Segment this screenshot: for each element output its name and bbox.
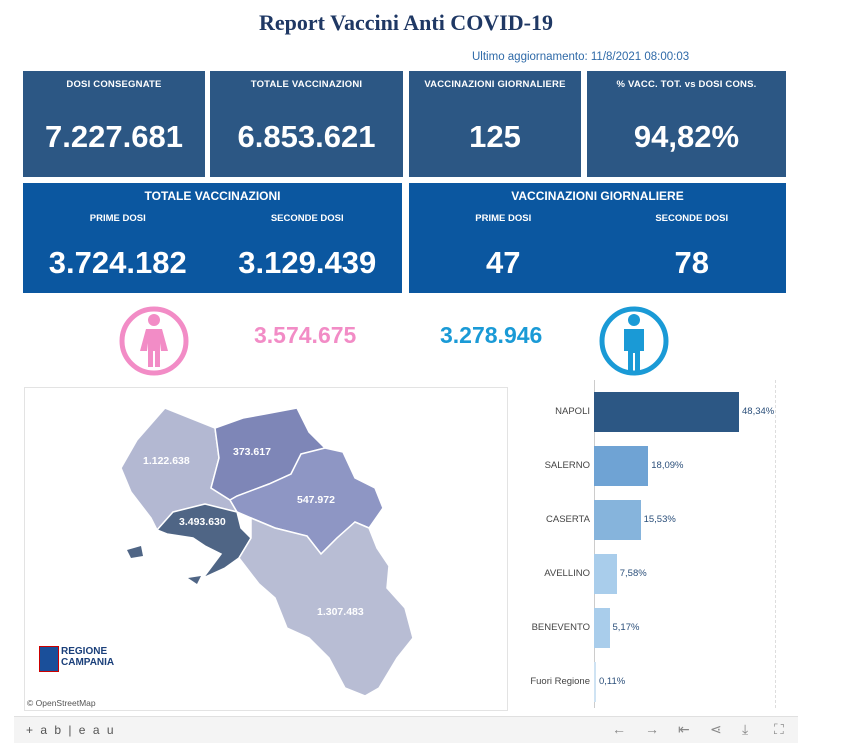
seconde-dosi-value: 3.129.439 [238, 245, 377, 280]
tableau-toolbar: + a b | e a u ← → ⇤ ⋖ ⤓ ⛶ [14, 716, 798, 743]
map-label-salerno: 1.307.483 [317, 606, 364, 618]
undo-icon[interactable]: ← [612, 721, 626, 737]
campania-map[interactable]: 1.122.638 373.617 547.972 3.493.630 1.30… [24, 387, 508, 711]
seconde-dosi-value: 78 [674, 245, 709, 280]
kpi-totale-vaccinazioni[interactable]: TOTALE VACCINAZIONI 6.853.621 [210, 71, 403, 177]
kpi-label: VACCINAZIONI GIORNALIERE [424, 79, 566, 90]
map-label-napoli: 3.493.630 [179, 516, 226, 528]
kpi-percent-vacc-vs-dosi[interactable]: % VACC. TOT. vs DOSI CONS. 94,82% [587, 71, 786, 177]
map-label-benevento: 373.617 [233, 446, 271, 458]
totale-vaccinazioni-panel[interactable]: TOTALE VACCINAZIONI PRIME DOSI SECONDE D… [23, 183, 402, 293]
bar-category-label: CASERTA [546, 514, 590, 525]
bar-category-label: SALERNO [544, 460, 590, 471]
bar-value-label: 18,09% [651, 460, 684, 471]
female-icon [118, 303, 190, 379]
prime-dosi-label: PRIME DOSI [89, 213, 146, 224]
last-update-text: Ultimo aggiornamento: 11/8/2021 08:00:03 [472, 51, 690, 63]
map-label-avellino: 547.972 [297, 494, 335, 506]
seconde-dosi-label: SECONDE DOSI [655, 213, 729, 224]
province-salerno [238, 516, 414, 697]
redo-icon[interactable]: → [645, 721, 659, 737]
logo-line2: CAMPANIA [61, 657, 115, 668]
male-vaccinations-value: 3.278.946 [440, 322, 543, 348]
map-attribution[interactable]: © OpenStreetMap [27, 698, 96, 708]
map-label-caserta: 1.122.638 [143, 455, 190, 467]
bar-salerno[interactable] [594, 446, 649, 486]
bar-caserta[interactable] [594, 500, 641, 540]
bar-value-label: 48,34% [742, 406, 775, 417]
kpi-value: 6.853.621 [237, 119, 376, 154]
kpi-dosi-consegnate[interactable]: DOSI CONSEGNATE 7.227.681 [23, 71, 205, 177]
prime-dosi-value: 47 [486, 245, 521, 280]
bar-category-label: BENEVENTO [531, 622, 590, 633]
kpi-label: DOSI CONSEGNATE [66, 79, 162, 90]
chart-gridline [775, 380, 777, 708]
revert-icon[interactable]: ⇤ [678, 721, 690, 737]
download-icon[interactable]: ⤓ [742, 721, 749, 737]
prime-dosi-value: 3.724.182 [48, 245, 187, 280]
province-napoli [155, 503, 252, 579]
bar-category-label: AVELLINO [544, 568, 590, 579]
kpi-value: 7.227.681 [45, 119, 183, 154]
chart-axis-line [594, 380, 595, 708]
page-title: Report Vaccini Anti COVID-19 [259, 10, 553, 35]
kpi-value: 94,82% [633, 119, 740, 154]
vaccinazioni-giornaliere-panel[interactable]: VACCINAZIONI GIORNALIERE PRIME DOSI SECO… [409, 183, 786, 293]
regione-campania-logo-icon [39, 646, 59, 672]
bar-value-label: 7,58% [619, 568, 647, 579]
tableau-logo[interactable]: + a b | e a u [26, 723, 116, 737]
bar-benevento[interactable] [594, 608, 610, 648]
bar-fuori-regione[interactable] [594, 662, 596, 702]
bar-value-label: 0,11% [599, 676, 626, 687]
panel-title: TOTALE VACCINAZIONI [144, 189, 281, 203]
logo-line1: REGIONE [61, 646, 108, 657]
bar-avellino[interactable] [594, 554, 617, 594]
bar-value-label: 5,17% [612, 622, 640, 633]
fullscreen-icon[interactable]: ⛶ [774, 721, 784, 737]
prime-dosi-label: PRIME DOSI [475, 213, 532, 224]
male-icon [597, 303, 671, 379]
kpi-value: 125 [469, 119, 521, 154]
share-icon[interactable]: ⋖ [710, 721, 722, 737]
bar-category-label: Fuori Regione [530, 676, 590, 687]
kpi-label: % VACC. TOT. vs DOSI CONS. [616, 79, 757, 90]
kpi-vaccinazioni-giornaliere[interactable]: VACCINAZIONI GIORNALIERE 125 [409, 71, 581, 177]
kpi-label: TOTALE VACCINAZIONI [250, 79, 363, 90]
panel-title: VACCINAZIONI GIORNALIERE [511, 189, 684, 203]
seconde-dosi-label: SECONDE DOSI [270, 213, 344, 224]
bar-napoli[interactable] [594, 392, 739, 432]
bar-value-label: 15,53% [643, 514, 676, 525]
regione-campania-logo: REGIONE CAMPANIA [61, 646, 114, 668]
bar-category-label: NAPOLI [555, 406, 590, 417]
female-vaccinations-value: 3.574.675 [254, 322, 357, 348]
